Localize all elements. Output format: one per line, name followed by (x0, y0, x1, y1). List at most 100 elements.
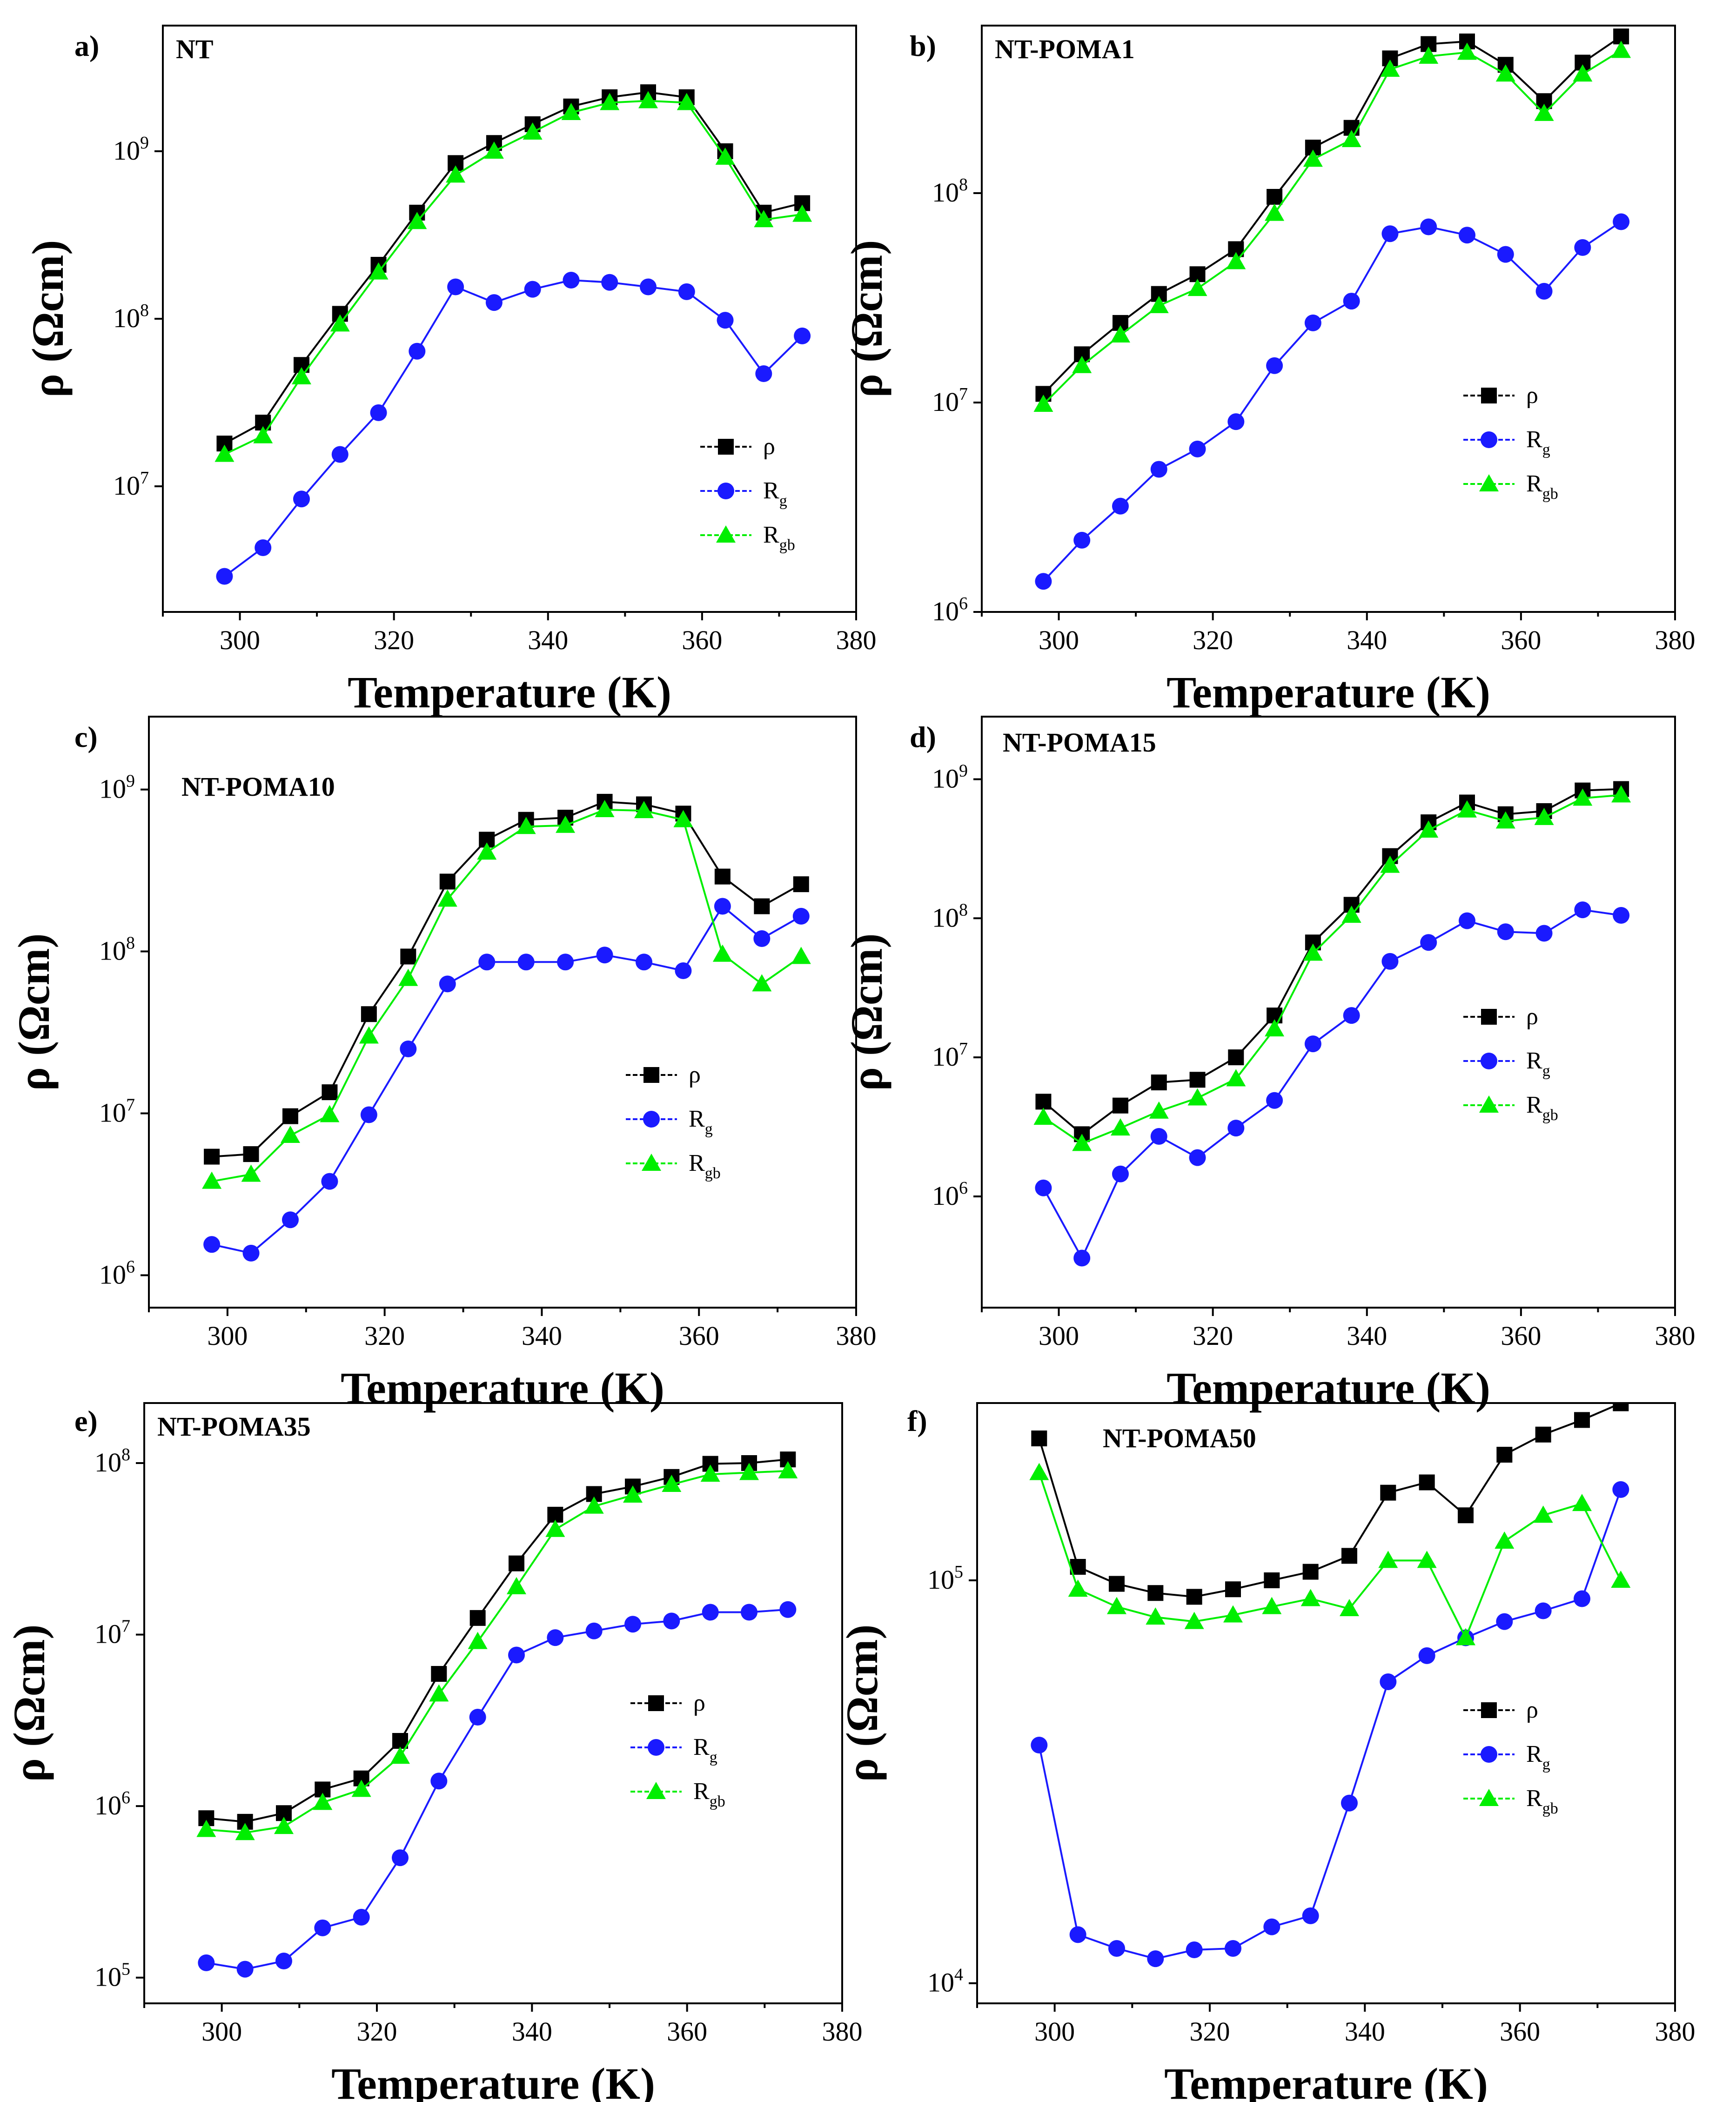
x-tick-label: 380 (836, 625, 877, 655)
data-point (741, 1604, 757, 1621)
x-tick-label: 380 (1655, 1321, 1696, 1351)
data-point (1613, 213, 1630, 230)
x-tick-label: 300 (207, 1321, 248, 1351)
x-tick-label: 360 (679, 1321, 719, 1351)
data-point (524, 281, 541, 298)
data-point (623, 1485, 643, 1503)
data-point (1535, 925, 1553, 942)
data-point (662, 1475, 682, 1492)
legend: ρ Rg Rgb (700, 433, 795, 554)
series-line (1043, 49, 1622, 405)
data-point (1573, 64, 1593, 82)
data-point (293, 490, 310, 508)
legend-marker (648, 1695, 664, 1711)
data-point (1113, 1097, 1128, 1114)
data-point (447, 278, 464, 295)
panel-label: d) (910, 720, 936, 753)
data-point (714, 868, 731, 885)
data-point (673, 810, 693, 827)
legend-marker (1479, 1095, 1499, 1113)
legend-marker (1481, 1009, 1497, 1025)
data-point (717, 312, 734, 329)
data-point (282, 1108, 298, 1124)
x-axis-title: Temperature (K) (331, 2059, 655, 2102)
y-tick-label: 108 (113, 301, 149, 333)
data-point (1380, 1673, 1397, 1690)
x-tick-label: 300 (201, 2016, 242, 2047)
legend: ρ Rg Rgb (626, 1061, 721, 1182)
x-tick-label: 380 (1655, 625, 1696, 655)
data-point (390, 1746, 410, 1764)
x-tick-label: 380 (822, 2016, 863, 2047)
x-tick-label: 340 (522, 1321, 562, 1351)
data-point (1303, 943, 1323, 961)
chart-panel: 300 320 340 360 380 106 107 108 Temperature (K) ρ… (842, 25, 1696, 717)
data-point (253, 426, 273, 443)
data-point (601, 274, 618, 291)
data-point (638, 91, 658, 108)
data-point (1035, 573, 1052, 590)
y-tick-label: 107 (932, 1039, 968, 1072)
legend-label: Rgb (763, 522, 795, 554)
legend-marker (643, 1111, 660, 1128)
legend-label: Rg (1526, 426, 1550, 458)
data-point (1266, 357, 1283, 374)
data-point (392, 1849, 409, 1867)
data-point (1378, 1551, 1398, 1568)
data-point (1267, 188, 1283, 205)
data-point (1341, 905, 1361, 923)
data-point (400, 948, 416, 965)
data-point (400, 1041, 417, 1058)
data-point (359, 1026, 379, 1044)
data-point (469, 1610, 486, 1626)
data-point (1457, 800, 1477, 818)
panel-label: f) (907, 1404, 927, 1437)
y-tick-label: 108 (94, 1445, 130, 1477)
x-tick-label: 360 (682, 625, 722, 655)
data-point (1611, 1570, 1631, 1588)
data-point (1263, 1918, 1280, 1935)
data-point (1072, 1134, 1092, 1151)
legend-marker (646, 1782, 666, 1799)
data-point (430, 1773, 448, 1790)
legend-label: Rgb (693, 1778, 725, 1810)
series-group (1029, 1403, 1631, 1968)
data-point (351, 1780, 371, 1797)
data-point (1187, 1088, 1207, 1106)
data-point (1417, 1551, 1437, 1568)
legend-marker (1481, 431, 1497, 448)
data-point (1035, 1179, 1052, 1196)
data-point (1189, 440, 1206, 457)
data-point (663, 1612, 680, 1630)
data-point (1184, 1612, 1204, 1629)
data-point (517, 954, 535, 971)
y-axis-title: ρ (Ωcm) (4, 1625, 54, 1782)
data-point (624, 1616, 641, 1633)
data-point (1225, 1581, 1241, 1598)
data-point (1497, 923, 1514, 940)
data-point (557, 954, 574, 971)
data-point (1072, 356, 1092, 373)
x-tick-label: 340 (528, 625, 568, 655)
y-tick-label: 107 (99, 1095, 135, 1128)
data-point (1069, 1926, 1086, 1943)
data-point (792, 204, 812, 222)
data-point (468, 1632, 488, 1649)
x-tick-label: 340 (1345, 2016, 1385, 2047)
data-point (255, 539, 272, 556)
data-point (469, 1709, 486, 1726)
plot-frame (981, 25, 1676, 613)
data-point (370, 404, 387, 421)
data-point (1112, 497, 1129, 515)
data-point (700, 1464, 720, 1482)
data-point (1031, 1430, 1047, 1447)
data-point (1340, 1599, 1359, 1617)
data-point (1226, 252, 1246, 269)
data-point (794, 327, 811, 344)
data-point (712, 944, 732, 962)
data-point (198, 1954, 215, 1971)
legend-label: ρ (689, 1061, 701, 1088)
data-point (715, 148, 735, 165)
chart-panel: 300 320 340 360 380 106 107 108 109 Temperature (… (9, 716, 877, 1413)
